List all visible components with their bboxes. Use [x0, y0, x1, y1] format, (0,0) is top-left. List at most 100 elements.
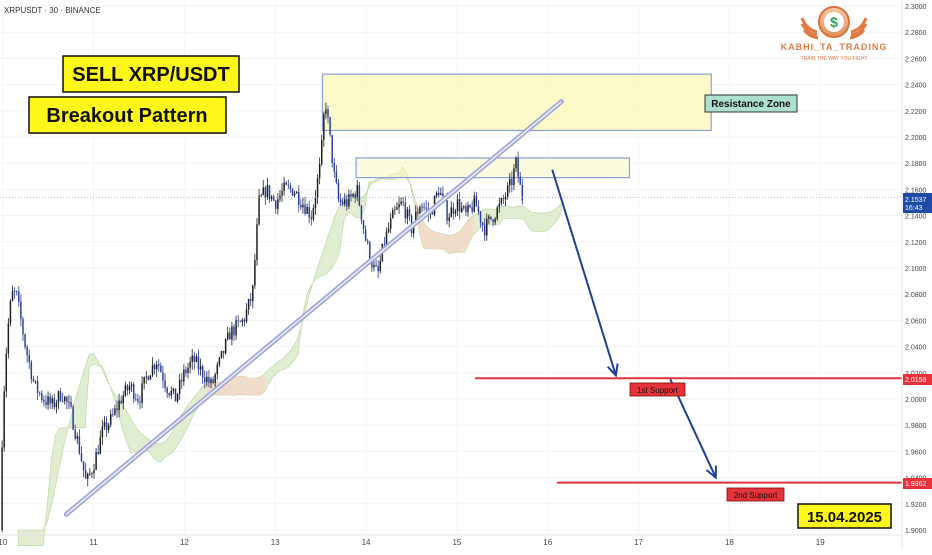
candle-body: [341, 201, 344, 205]
candle-body: [312, 207, 315, 220]
ichimoku-cloud: [17, 166, 562, 547]
candle-body: [412, 223, 415, 234]
candle-body: [49, 396, 51, 404]
candle-body: [199, 366, 202, 370]
candle-body: [346, 199, 348, 207]
candle-body: [235, 320, 237, 336]
candle-body: [486, 218, 488, 236]
candle-body: [488, 216, 490, 219]
candle-body: [147, 376, 150, 380]
candle-body: [222, 350, 225, 354]
candle-body: [214, 374, 216, 383]
candle-body: [91, 473, 93, 475]
candle-body: [149, 375, 152, 380]
candle-body: [293, 193, 296, 196]
candle-body: [421, 206, 423, 208]
candle-body: [174, 388, 177, 402]
candle-body: [446, 200, 448, 221]
candle-body: [220, 350, 223, 358]
candle-body: [408, 209, 411, 217]
candle-body: [93, 469, 95, 474]
y-tick-label: 2.2000: [905, 135, 927, 142]
ascending-trendline: [63, 99, 564, 517]
candle-body: [239, 321, 242, 322]
candle-body: [41, 393, 43, 400]
candle-body: [64, 396, 66, 402]
candle-body: [375, 264, 377, 267]
support1-price-text: 2.0158: [905, 377, 927, 384]
candle-body: [481, 222, 484, 226]
y-tick-label: 2.1000: [905, 266, 927, 273]
candle-body: [5, 353, 8, 392]
candle-body: [295, 191, 298, 194]
candle-body: [337, 182, 340, 200]
candle-body: [483, 225, 486, 236]
candle-body: [490, 216, 492, 220]
candle-body: [128, 386, 131, 391]
candle-body: [283, 182, 285, 191]
candle-body: [314, 196, 317, 208]
candle-body: [105, 421, 108, 431]
support2-price-text: 1.9362: [905, 481, 927, 488]
candle-body: [172, 388, 175, 391]
candle-body: [43, 399, 45, 402]
candle-body: [308, 206, 310, 218]
candle-body: [289, 185, 292, 189]
candle-body: [245, 309, 248, 322]
candle-body: [164, 380, 166, 388]
candle-body: [45, 401, 47, 405]
candle-body: [241, 319, 244, 322]
candle-body: [124, 385, 127, 396]
x-tick-label: 12: [180, 538, 189, 547]
candle-body: [143, 376, 145, 384]
candle-body: [352, 193, 354, 197]
candle-body: [20, 301, 22, 320]
candle-body: [465, 206, 467, 213]
y-tick-label: 1.9800: [905, 423, 927, 430]
title-box: SELL XRP/USDT: [62, 55, 240, 93]
candle-body: [38, 392, 41, 394]
y-tick-label: 2.1400: [905, 214, 927, 221]
candle-body: [387, 228, 390, 232]
candle-body: [252, 285, 254, 301]
candle-body: [323, 114, 325, 141]
candle-body: [463, 206, 465, 208]
candle-body: [132, 384, 135, 399]
price-axis[interactable]: 2.3000 2.2800 2.2600 2.2400 2.2200 2.2000 2.18…: [905, 4, 927, 535]
x-tick-label: 13: [271, 538, 280, 547]
candle-body: [456, 199, 459, 212]
candle-body: [333, 163, 336, 172]
candle-body: [218, 357, 221, 365]
candle-body: [272, 196, 275, 201]
candle-body: [112, 414, 114, 415]
candle-body: [437, 192, 440, 196]
candle-body: [396, 207, 398, 210]
candle-body: [494, 218, 496, 223]
candle-body: [302, 204, 304, 208]
candle-body: [126, 385, 129, 391]
candle-body: [247, 299, 250, 310]
time-axis[interactable]: 10 11 12 13 14 15 16 17 18 19: [0, 538, 825, 547]
support1-label-text: 1st Support: [637, 386, 679, 395]
brand-name: KABHI_TA_TRADING: [781, 42, 888, 52]
candle-body: [275, 200, 277, 209]
candle-body: [350, 194, 352, 197]
candle-body: [3, 391, 5, 448]
arrowhead-icon: [705, 465, 717, 480]
candle-body: [84, 470, 87, 479]
candle-body: [203, 377, 206, 383]
candle-body: [281, 190, 283, 196]
candle-body: [389, 218, 392, 229]
candle-body: [208, 376, 210, 383]
candle-body: [170, 390, 173, 396]
support-levels: [0, 197, 902, 484]
candle-body: [291, 188, 294, 196]
candle-body: [262, 187, 264, 195]
candle-body: [469, 205, 471, 208]
support2-label: 2nd Support: [726, 487, 785, 502]
candle-body: [502, 198, 505, 200]
candle-body: [392, 210, 394, 219]
x-tick-label: 17: [634, 538, 643, 547]
candle-body: [369, 242, 371, 262]
candle-body: [442, 193, 444, 197]
